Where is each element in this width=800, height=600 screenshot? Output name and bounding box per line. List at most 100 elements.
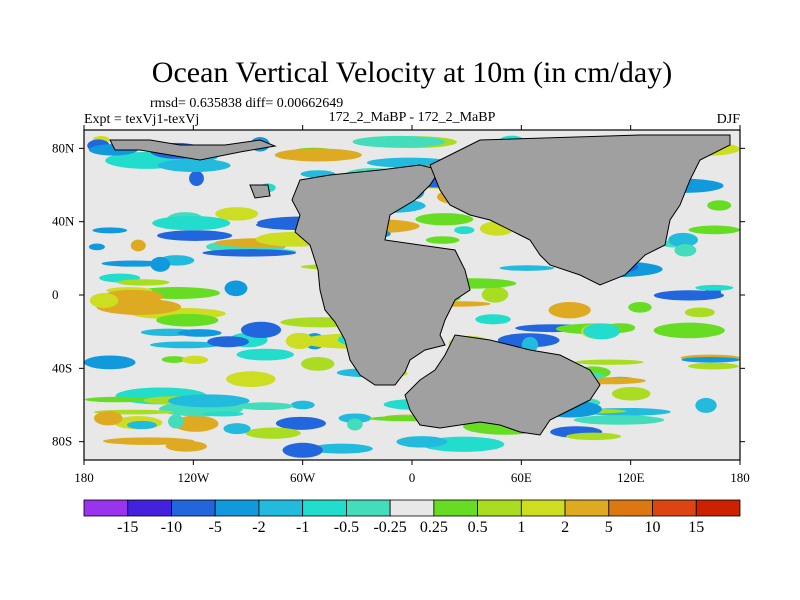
land-africa-australia xyxy=(404,334,601,436)
velocity-streak xyxy=(290,400,315,410)
stats-line: rmsd= 0.635838 diff= 0.00662649 xyxy=(150,96,343,111)
colorbar-swatch xyxy=(608,499,653,517)
velocity-streak xyxy=(84,396,151,403)
velocity-streak xyxy=(454,226,475,235)
colorbar-label: -1 xyxy=(296,519,309,536)
colorbar-label: 10 xyxy=(645,519,661,536)
colorbar-swatch xyxy=(171,499,216,517)
land-island-north xyxy=(249,184,271,199)
land-eurasia xyxy=(429,134,731,286)
velocity-streak xyxy=(168,414,184,429)
colorbar-swatch xyxy=(127,499,172,517)
colorbar-label: 2 xyxy=(561,519,569,536)
velocity-streak xyxy=(94,411,123,426)
colorbar-swatch xyxy=(258,499,304,517)
land-masses xyxy=(109,134,731,436)
velocity-streak xyxy=(352,135,446,148)
velocity-streak xyxy=(189,170,204,186)
velocity-streak xyxy=(236,402,294,411)
colorbar-label: 15 xyxy=(688,519,704,536)
velocity-streak xyxy=(707,200,732,211)
run-label: 172_2_MaBP - 172_2_MaBP xyxy=(329,110,496,125)
velocity-streak xyxy=(566,432,622,441)
velocity-streak xyxy=(684,307,715,318)
season-label: DJF xyxy=(717,112,741,127)
colorbar-swatch xyxy=(345,499,391,517)
colorbar-swatch xyxy=(520,499,566,517)
velocity-streak xyxy=(223,423,251,435)
velocity-streak xyxy=(236,348,294,361)
x-tick-label: 60W xyxy=(290,470,316,485)
velocity-streak xyxy=(688,225,740,235)
velocity-streak xyxy=(150,256,171,272)
velocity-streak xyxy=(89,293,119,309)
velocity-streak xyxy=(152,215,231,231)
colorbar-label: -0.5 xyxy=(334,519,359,536)
x-tick-label: 0 xyxy=(409,470,416,485)
colorbar-swatch xyxy=(564,499,610,517)
velocity-streak xyxy=(101,260,167,267)
colorbar-label: -2 xyxy=(252,519,265,536)
colorbar-swatch xyxy=(433,499,479,517)
velocity-streak xyxy=(203,411,244,417)
velocity-streak xyxy=(149,341,221,349)
velocity-streak xyxy=(167,394,250,408)
velocity-streak xyxy=(548,301,591,319)
velocity-streak xyxy=(300,356,335,371)
velocity-streak xyxy=(172,415,219,432)
velocity-streak xyxy=(161,356,186,363)
velocity-streak xyxy=(653,322,725,339)
x-tick-label: 180 xyxy=(74,470,94,485)
velocity-streak xyxy=(282,442,323,458)
velocity-streak xyxy=(575,359,644,365)
colorbar-swatch xyxy=(477,499,522,517)
y-tick-label: 0 xyxy=(52,287,59,302)
map-area xyxy=(83,129,741,461)
colorbar-swatch xyxy=(695,499,741,517)
velocity-streak xyxy=(695,397,717,413)
velocity-streak xyxy=(285,332,314,350)
colorbar-label: 5 xyxy=(605,519,613,536)
velocity-streak xyxy=(157,230,233,241)
colorbar-label: -5 xyxy=(209,519,222,536)
velocity-streak xyxy=(611,387,651,401)
velocity-streak xyxy=(202,249,296,257)
map-axes: 180 120W 60W 0 60E 120E 180 80N 40N 0 40S 80S xyxy=(52,125,750,485)
velocity-streak xyxy=(88,243,105,251)
velocity-streak xyxy=(674,244,697,257)
colorbar-label: 0.5 xyxy=(468,519,488,536)
velocity-streak xyxy=(117,279,170,286)
colorbar-swatch xyxy=(652,499,697,517)
velocity-streak xyxy=(177,329,222,337)
velocity-streak xyxy=(425,236,460,244)
colorbar: -15 -10 -5 -2 -1 -0.5 -0.25 0.25 0.5 1 2 5 10 15 xyxy=(83,499,741,536)
colorbar-swatch xyxy=(214,499,260,517)
velocity-streak xyxy=(687,362,739,370)
x-tick-label: 180 xyxy=(730,470,750,485)
colorbar-label: -10 xyxy=(161,519,182,536)
velocity-streak xyxy=(84,355,136,370)
velocity-streak xyxy=(240,321,282,338)
velocity-streak xyxy=(338,413,372,423)
velocity-streak xyxy=(396,436,448,448)
velocity-streak xyxy=(224,280,248,297)
velocity-streak xyxy=(103,437,195,445)
velocity-streak xyxy=(681,356,741,363)
colorbar-label: 1 xyxy=(517,519,525,536)
colorbar-label: -15 xyxy=(117,519,138,536)
velocity-streak xyxy=(695,284,734,291)
y-tick-label: 80S xyxy=(52,434,72,449)
velocity-streak xyxy=(481,286,509,303)
velocity-streak xyxy=(157,158,231,172)
chart-title: Ocean Vertical Velocity at 10m (in cm/da… xyxy=(152,56,672,89)
velocity-streak xyxy=(126,420,157,430)
velocity-streak xyxy=(628,301,652,313)
land-arctic-west xyxy=(109,139,277,161)
velocity-streak xyxy=(475,314,511,325)
velocity-streak xyxy=(668,232,698,247)
x-tick-label: 120E xyxy=(617,470,645,485)
velocity-streak xyxy=(182,355,209,364)
velocity-streak xyxy=(215,207,259,221)
colorbar-swatch xyxy=(302,499,347,517)
